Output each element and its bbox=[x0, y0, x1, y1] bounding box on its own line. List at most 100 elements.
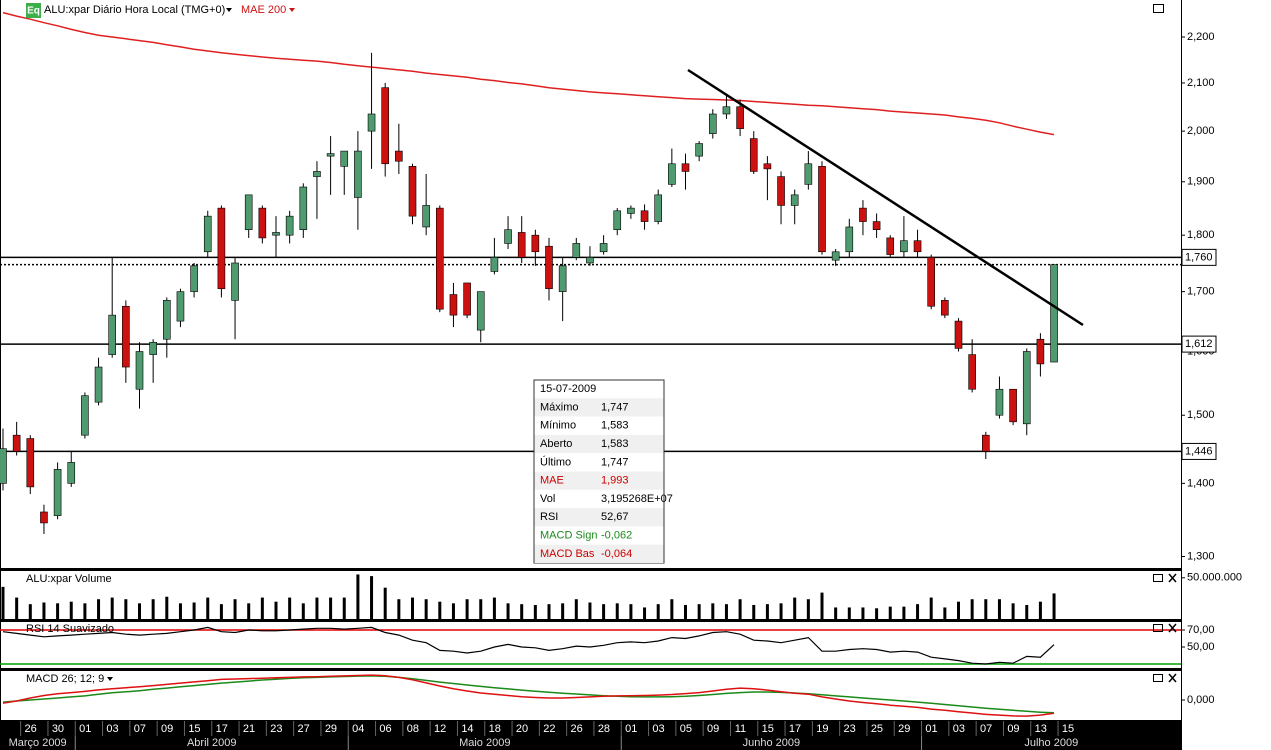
maximize-icon[interactable] bbox=[1153, 4, 1164, 13]
ma-label[interactable]: MAE 200 bbox=[241, 4, 286, 16]
candle-body bbox=[258, 207, 267, 239]
candle-body bbox=[668, 163, 676, 185]
chart-title: ALU:xpar Diário Hora Local (TMG+0) bbox=[44, 4, 225, 16]
volume-bar bbox=[615, 603, 619, 619]
volume-bar bbox=[465, 599, 469, 619]
x-tick-label: 17 bbox=[216, 723, 228, 735]
candle-body bbox=[490, 257, 499, 272]
badge bbox=[26, 3, 41, 18]
volume-bar bbox=[561, 603, 565, 619]
candle-body bbox=[913, 240, 922, 253]
badge-text: Eq bbox=[27, 6, 40, 17]
trend-line[interactable] bbox=[687, 68, 1084, 327]
volume-bar bbox=[970, 599, 974, 619]
maximize-icon[interactable] bbox=[1153, 624, 1163, 632]
y-tick-label: 2,000 bbox=[1187, 125, 1215, 137]
candle-body bbox=[763, 163, 772, 170]
candle-body bbox=[12, 434, 21, 452]
tooltip-row bbox=[534, 526, 664, 545]
panel-separator bbox=[0, 619, 1181, 622]
x-tick-label: 15 bbox=[762, 723, 774, 735]
candle-body bbox=[1022, 351, 1031, 425]
x-tick-label: 17 bbox=[789, 723, 801, 735]
x-tick-label: 03 bbox=[106, 723, 118, 735]
x-tick-label: 08 bbox=[407, 723, 419, 735]
indicator-line bbox=[2, 626, 1055, 665]
volume-bar bbox=[492, 597, 496, 619]
volume-bar bbox=[697, 604, 701, 619]
volume-bar bbox=[957, 601, 960, 619]
candle-body bbox=[708, 113, 717, 134]
volume-bar bbox=[424, 599, 428, 619]
y-tick-label: 1,900 bbox=[1187, 176, 1215, 188]
volume-bar bbox=[397, 599, 401, 619]
maximize-icon[interactable] bbox=[1153, 574, 1163, 582]
x-tick-label: 07 bbox=[980, 723, 992, 735]
candle-body bbox=[818, 166, 826, 253]
candle-body bbox=[326, 153, 335, 157]
volume-bar bbox=[342, 597, 346, 619]
volume-bar bbox=[83, 603, 87, 619]
panel-controls bbox=[107, 573, 1177, 683]
price-marker bbox=[1181, 335, 1217, 353]
header: Eq ALU:xpar Diário Hora Local (TMG+0) MA… bbox=[26, 3, 1164, 18]
dropdown[interactable] bbox=[107, 677, 113, 681]
tooltip-label: MAE bbox=[540, 475, 564, 487]
x-tick-label: 21 bbox=[243, 723, 255, 735]
volume-bar bbox=[1011, 603, 1015, 619]
candle-body bbox=[0, 448, 7, 484]
close-icon[interactable] bbox=[1168, 573, 1177, 583]
volume-bar bbox=[1, 586, 5, 619]
volume-bar bbox=[738, 599, 742, 619]
volume-bar bbox=[206, 597, 210, 619]
x-tick-label: 09 bbox=[1007, 723, 1019, 735]
volume-bar bbox=[643, 607, 647, 619]
dropdown[interactable] bbox=[226, 8, 232, 12]
candle-body bbox=[94, 366, 103, 403]
volume-bar bbox=[724, 604, 728, 619]
candle-body bbox=[135, 351, 144, 390]
volume-bar bbox=[588, 602, 592, 619]
candle-body bbox=[203, 215, 212, 253]
y-tick-label: 0,000 bbox=[1187, 694, 1215, 706]
candle-body bbox=[1009, 388, 1017, 423]
x-tick-label: 05 bbox=[680, 723, 692, 735]
candle-body bbox=[176, 291, 185, 322]
candle-body bbox=[995, 388, 1004, 416]
candle-body bbox=[504, 229, 512, 244]
x-tick-label: 18 bbox=[489, 723, 501, 735]
candle-body bbox=[108, 314, 116, 355]
volume-bar bbox=[383, 587, 387, 619]
price-marker-label: 1,446 bbox=[1185, 445, 1213, 457]
y-tick-label: 1,800 bbox=[1187, 229, 1215, 241]
tooltip-row bbox=[534, 416, 664, 435]
close-icon[interactable] bbox=[1168, 673, 1177, 683]
volume-bar bbox=[124, 599, 128, 619]
volume-bar bbox=[929, 597, 933, 619]
volume-bar bbox=[765, 604, 769, 619]
candle-body bbox=[968, 354, 976, 390]
dropdown[interactable] bbox=[289, 8, 295, 12]
candle-body bbox=[408, 166, 417, 217]
volume-bar bbox=[533, 604, 537, 619]
volume-bar bbox=[506, 603, 510, 619]
candle-body bbox=[313, 171, 321, 177]
volume-bar bbox=[847, 607, 851, 619]
candle-body bbox=[722, 106, 731, 115]
x-tick-label: 03 bbox=[652, 723, 664, 735]
candle-body bbox=[67, 462, 76, 484]
volume-bar bbox=[943, 607, 947, 619]
volume-bar bbox=[752, 604, 756, 619]
close-icon[interactable] bbox=[1168, 623, 1177, 633]
tooltip-label: Mínimo bbox=[540, 420, 576, 432]
x-tick-label: 09 bbox=[161, 723, 173, 735]
volume-bar bbox=[329, 597, 333, 619]
tooltip-value: 1,583 bbox=[601, 420, 629, 432]
price-marker-label: 1,760 bbox=[1185, 251, 1213, 263]
volume-bar bbox=[356, 574, 360, 619]
candle-body bbox=[586, 257, 594, 264]
tooltip-row bbox=[534, 434, 664, 454]
tooltip-label: Último bbox=[540, 455, 571, 468]
maximize-icon[interactable] bbox=[1153, 674, 1163, 682]
candle-body bbox=[981, 434, 990, 452]
